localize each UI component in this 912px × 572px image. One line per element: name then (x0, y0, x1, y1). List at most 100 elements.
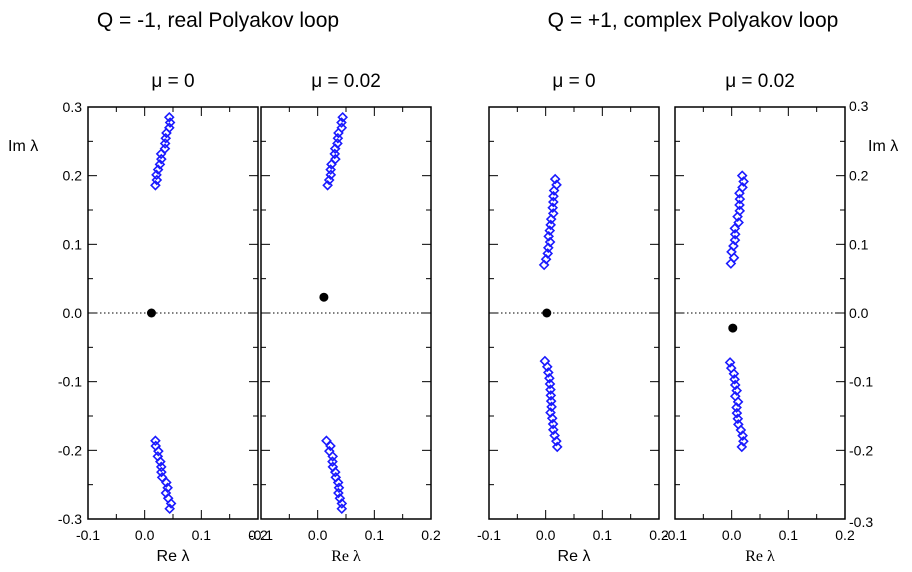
group-title: Q = +1, complex Polyakov loop (548, 9, 839, 32)
x-tick-label: -0.1 (76, 527, 100, 543)
eigenvalue-marker (542, 367, 554, 378)
eigenvalue-marker (737, 430, 748, 441)
eigenvalue-marker (159, 143, 171, 155)
eigenvalue-marker (333, 487, 344, 499)
eigenvalue-marker (729, 379, 741, 391)
eigenvalue-marker (156, 466, 167, 478)
panel: μ = 0.02 -0.1 0.0 0.1 0.2 Re λ 0.3 0.2 0.1 0.0 -0.… (663, 71, 898, 565)
panel: μ = 0 -0.1 0.0 0.1 0.2 Re λ (477, 71, 669, 565)
eigenvalue-marker (545, 384, 556, 396)
group-title: Q = -1, real Polyakov loop (97, 9, 339, 32)
panel-title: μ = 0 (552, 71, 595, 92)
y-tick-label: -0.1 (58, 374, 82, 390)
y-tick-label: 0.1 (849, 236, 869, 252)
zero-mode-point (542, 308, 552, 318)
eigenvalue-marker (164, 117, 176, 128)
eigenvalue-marker (547, 424, 559, 436)
x-tick-label: 0.2 (421, 527, 441, 543)
eigenvalue-marker (729, 228, 741, 240)
eigenvalue-marker (332, 138, 343, 149)
x-tick-label: -0.1 (477, 527, 501, 543)
eigenvalue-marker (724, 357, 736, 368)
eigenvalue-marker (731, 402, 742, 413)
y-tick-label: -0.1 (849, 374, 873, 390)
eigenvalue-marker (327, 456, 338, 467)
panel-title: μ = 0.02 (725, 71, 795, 92)
eigenvalue-marker (736, 170, 748, 181)
eigenvalue-marker (548, 196, 559, 208)
eigenvalue-marker (732, 413, 744, 425)
eigenvalue-marker (332, 132, 344, 144)
eigenvalue-marker (738, 435, 749, 447)
y-tick-label: -0.3 (849, 514, 873, 530)
eigenvalue-marker (333, 482, 345, 494)
eigenvalue-marker (545, 395, 557, 407)
eigenvalue-marker (546, 412, 558, 424)
eigenvalue-marker (545, 219, 557, 231)
eigenvalue-marker (549, 173, 561, 185)
x-tick-label: -0.1 (249, 527, 273, 543)
y-tick-label: -0.3 (58, 511, 82, 527)
eigenvalue-marker (731, 407, 743, 419)
zero-mode-point (728, 323, 738, 333)
panel-title: μ = 0.02 (311, 71, 381, 92)
eigenvalue-marker (161, 477, 172, 488)
eigenvalue-marker (332, 477, 344, 488)
eigenvalue-marker (164, 503, 176, 515)
eigenvalue-marker (737, 182, 748, 193)
zero-mode-point (146, 308, 156, 318)
x-tick-label: 0.2 (649, 527, 669, 543)
eigenvalue-marker (543, 230, 554, 242)
x-tick-label: 0.1 (192, 527, 212, 543)
y-tick-label: -0.2 (849, 442, 873, 458)
x-axis-label: Re λ (558, 548, 591, 565)
eigenvalue-marker (545, 390, 557, 401)
eigenvalue-marker (156, 153, 167, 165)
eigenvalue-marker (732, 396, 744, 408)
y-axis-label: Im λ (8, 138, 38, 155)
eigenvalue-marker (728, 240, 739, 252)
y-tick-label: 0.0 (63, 305, 83, 321)
eigenvalue-marker (547, 202, 559, 214)
eigenvalue-marker (159, 138, 171, 149)
zero-mode-point (319, 292, 329, 302)
eigenvalue-marker (548, 190, 559, 202)
x-tick-label: 0.2 (248, 527, 268, 543)
x-tick-label: 0.0 (536, 527, 556, 543)
eigenvalue-marker (728, 368, 740, 380)
eigenvalue-marker (731, 385, 743, 396)
eigenvalue-marker (551, 435, 562, 447)
eigenvalue-marker (336, 503, 348, 515)
eigenvalue-marker (541, 361, 553, 373)
eigenvalue-marker (734, 199, 745, 211)
panel: μ = 0.02 -0.1 0.0 0.1 0.2 Re λ (249, 71, 441, 565)
y-tick-label: 0.3 (849, 98, 869, 114)
panel-title: μ = 0 (151, 71, 194, 92)
eigenvalue-marker (329, 148, 341, 160)
eigenvalue-marker (540, 253, 552, 265)
x-tick-label: 0.0 (722, 527, 742, 543)
x-tick-label: 0.2 (835, 527, 855, 543)
eigenvalue-marker (325, 169, 337, 181)
eigenvalue-marker (336, 498, 348, 509)
eigenvalue-marker (542, 248, 554, 259)
x-tick-label: 0.0 (308, 527, 328, 543)
eigenvalue-marker (547, 418, 559, 430)
eigenvalue-marker (734, 205, 746, 217)
eigenvalue-marker (162, 482, 173, 494)
eigenvalue-marker (551, 441, 563, 453)
eigenvalue-marker (337, 111, 348, 123)
eigenvalue-marker (544, 378, 556, 390)
eigenvalue-marker (165, 498, 177, 509)
panel: μ = 0-0.1 0.0 0.1 0.2Re λ0.30.20.10.0-0.1-0… (8, 71, 268, 565)
x-tick-label: 0.1 (593, 527, 613, 543)
eigenvalue-marker (153, 445, 164, 457)
eigenvalue-marker (546, 401, 557, 413)
eigenvalue-marker (336, 117, 347, 128)
y-tick-label: -0.2 (58, 442, 82, 458)
y-axis-label: Im λ (868, 138, 898, 155)
eigenvalue-marker (736, 441, 748, 453)
eigenvalue-marker (733, 217, 744, 228)
eigenvalue-marker (734, 193, 746, 205)
